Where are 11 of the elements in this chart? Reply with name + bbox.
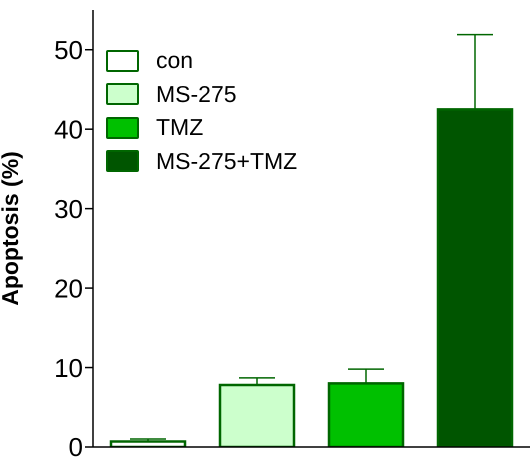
y-tick-label: 30 [54,194,83,224]
legend-label: con [156,47,194,74]
y-tick-label: 10 [54,352,83,383]
y-tick-label: 50 [54,34,83,65]
y-tick-label: 0 [68,432,83,462]
legend-label: MS-275+TMZ [156,148,298,175]
y-tick-label: 20 [54,273,83,304]
legend-label: MS-275 [156,80,237,108]
y-axis-title: Apoptosis (%) [0,151,24,306]
legend-label: TMZ [156,114,204,142]
y-tick-label: 40 [54,114,83,144]
